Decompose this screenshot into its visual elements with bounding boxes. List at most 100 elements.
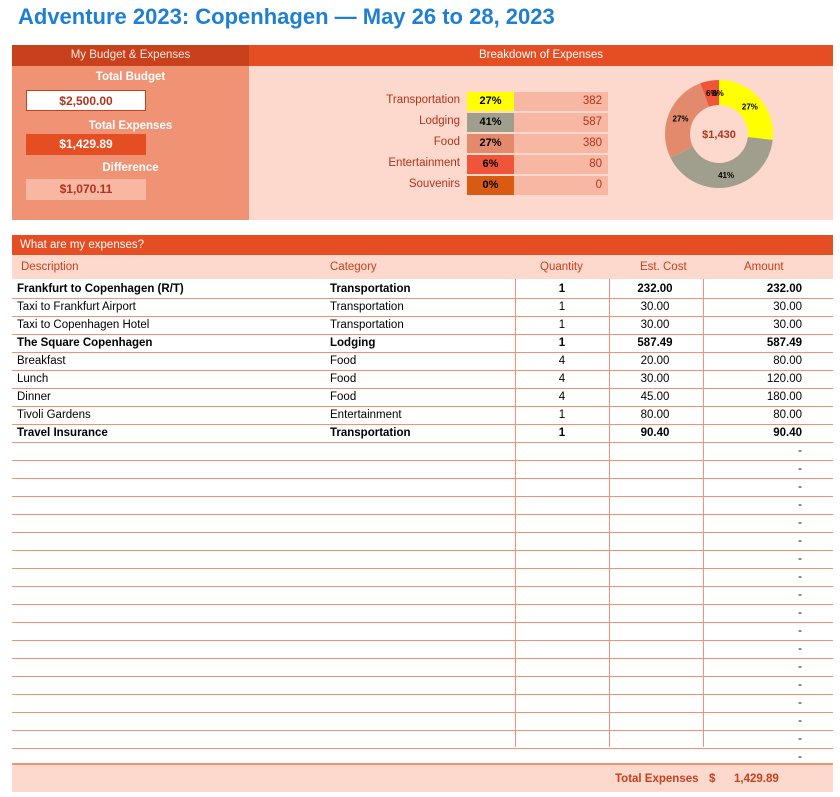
cell-est-cost[interactable]: 30.00 (640, 373, 670, 385)
table-row[interactable]: Frankfurt to Copenhagen (R/T) Transportat… (12, 281, 833, 299)
cell-amount: - (798, 643, 802, 655)
cell-category[interactable]: Transportation (330, 319, 404, 331)
cell-amount: - (798, 607, 802, 619)
cell-description[interactable]: Taxi to Frankfurt Airport (17, 301, 136, 313)
cell-est-cost[interactable]: 232.00 (637, 283, 673, 295)
table-row[interactable]: - (12, 641, 833, 659)
cell-amount: - (798, 751, 802, 763)
col-header-category: Category (330, 261, 377, 273)
footer-currency-symbol: $ (709, 773, 716, 785)
table-row[interactable]: Dinner Food 4 45.00 180.00 (12, 389, 833, 407)
cell-est-cost[interactable]: 90.40 (640, 427, 670, 439)
cell-category[interactable]: Entertainment (330, 409, 402, 421)
cell-amount: 120.00 (766, 373, 802, 385)
footer-total-label: Total Expenses (615, 773, 699, 785)
cell-est-cost[interactable]: 45.00 (640, 391, 670, 403)
donut-label: 41% (718, 171, 734, 180)
breakdown-amount: 80 (514, 155, 608, 174)
table-row[interactable]: - (12, 479, 833, 497)
cell-quantity[interactable]: 1 (558, 301, 566, 313)
cell-est-cost[interactable]: 30.00 (640, 319, 670, 331)
cell-description[interactable]: Dinner (17, 391, 51, 403)
cell-description[interactable]: Taxi to Copenhagen Hotel (17, 319, 150, 331)
cell-est-cost[interactable]: 30.00 (640, 301, 670, 313)
cell-amount: - (798, 571, 802, 583)
table-row[interactable]: Lunch Food 4 30.00 120.00 (12, 371, 833, 389)
table-row[interactable]: - (12, 659, 833, 677)
cell-quantity[interactable]: 4 (558, 373, 566, 385)
total-expenses-label: Total Expenses (88, 120, 173, 132)
table-row[interactable]: - (12, 587, 833, 605)
table-row[interactable]: - (12, 713, 833, 731)
cell-category[interactable]: Transportation (330, 427, 411, 439)
table-row[interactable]: - (12, 443, 833, 461)
cell-quantity[interactable]: 1 (558, 409, 566, 421)
cell-amount: - (798, 481, 802, 493)
breakdown-category: Transportation (386, 94, 460, 106)
cell-amount: - (798, 589, 802, 601)
breakdown-category: Food (433, 136, 460, 148)
cell-quantity[interactable]: 4 (558, 355, 566, 367)
table-row[interactable]: - (12, 677, 833, 695)
table-row[interactable]: - (12, 569, 833, 587)
budget-panel: My Budget & Expenses Total Budget $2,500… (12, 45, 249, 220)
cell-category[interactable]: Transportation (330, 301, 404, 313)
cell-category[interactable]: Food (330, 355, 357, 367)
cell-amount: - (798, 679, 802, 691)
table-row[interactable]: - (12, 731, 833, 749)
table-row[interactable]: Tivoli Gardens Entertainment 1 80.00 80.00 (12, 407, 833, 425)
col-header-amount: Amount (744, 261, 784, 273)
table-row[interactable]: - (12, 461, 833, 479)
table-row[interactable]: - (12, 605, 833, 623)
cell-description[interactable]: Travel Insurance (17, 427, 108, 439)
cell-est-cost[interactable]: 587.49 (637, 337, 673, 349)
table-row[interactable]: - (12, 623, 833, 641)
cell-category[interactable]: Food (330, 391, 357, 403)
cell-amount: - (798, 661, 802, 673)
cell-description[interactable]: Breakfast (17, 355, 66, 367)
cell-description[interactable]: The Square Copenhagen (17, 337, 153, 349)
cell-quantity[interactable]: 1 (558, 337, 566, 349)
cell-description[interactable]: Tivoli Gardens (17, 409, 91, 421)
total-budget-field[interactable]: $2,500.00 (26, 90, 146, 111)
cell-quantity[interactable]: 1 (558, 319, 566, 331)
table-row[interactable]: Breakfast Food 4 20.00 80.00 (12, 353, 833, 371)
breakdown-row: Food 27% 380 (249, 134, 833, 153)
table-row[interactable]: - (12, 497, 833, 515)
table-row[interactable]: - (12, 515, 833, 533)
breakdown-panel: Breakdown of Expenses Transportation 27% 3… (249, 45, 833, 220)
cell-amount: 30.00 (773, 301, 802, 313)
cell-quantity[interactable]: 1 (558, 427, 566, 439)
table-row[interactable]: - (12, 533, 833, 551)
cell-category[interactable]: Transportation (330, 283, 411, 295)
breakdown-amount: 382 (514, 92, 608, 111)
donut-slice-lodging (670, 137, 773, 188)
cell-category[interactable]: Lodging (330, 337, 376, 349)
table-row[interactable]: Taxi to Frankfurt Airport Transportation 1… (12, 299, 833, 317)
table-row[interactable]: - (12, 551, 833, 569)
cell-amount: 587.49 (766, 337, 802, 349)
cell-amount: - (798, 697, 802, 709)
table-row[interactable]: The Square Copenhagen Lodging 1 587.49 587.4… (12, 335, 833, 353)
cell-quantity[interactable]: 4 (558, 391, 566, 403)
breakdown-category: Souvenirs (408, 178, 460, 190)
table-row[interactable]: Taxi to Copenhagen Hotel Transportation 1 3… (12, 317, 833, 335)
table-row[interactable]: - (12, 695, 833, 713)
col-header-quantity: Quantity (540, 261, 583, 273)
column-divider (703, 279, 704, 747)
breakdown-row: Transportation 27% 382 (249, 92, 833, 111)
cell-category[interactable]: Food (330, 373, 357, 385)
cell-amount: - (798, 733, 802, 745)
cell-est-cost[interactable]: 20.00 (640, 355, 670, 367)
cell-est-cost[interactable]: 80.00 (640, 409, 670, 421)
donut-center-total: $1,430 (702, 129, 736, 141)
donut-slice-food (665, 83, 710, 158)
cell-amount: 80.00 (773, 409, 802, 421)
column-divider (609, 279, 610, 747)
breakdown-amount: 380 (514, 134, 608, 153)
table-row[interactable]: Travel Insurance Transportation 1 90.40 90.4… (12, 425, 833, 443)
cell-description[interactable]: Frankfurt to Copenhagen (R/T) (17, 283, 184, 295)
cell-quantity[interactable]: 1 (558, 283, 566, 295)
cell-description[interactable]: Lunch (17, 373, 49, 385)
cell-amount: - (798, 715, 802, 727)
